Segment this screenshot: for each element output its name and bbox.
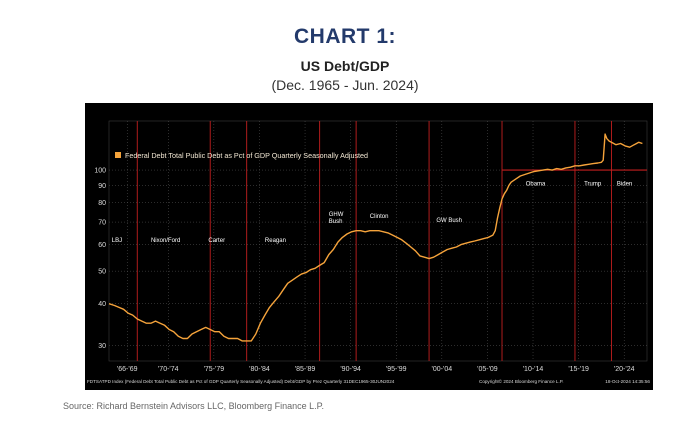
x-tick-label: '20-'24 <box>614 366 635 373</box>
term-label: GW Bush <box>436 218 462 224</box>
term-label: Trump <box>584 181 602 187</box>
chart-title: CHART 1: <box>294 25 396 48</box>
y-tick-label: 90 <box>98 183 106 190</box>
term-label: Obama <box>526 181 546 187</box>
x-tick-label: '95-'99 <box>386 366 407 373</box>
x-tick-label: '70-'74 <box>158 366 179 373</box>
x-tick-label: '80-'84 <box>249 366 270 373</box>
chart-date-range: (Dec. 1965 - Jun. 2024) <box>271 77 419 93</box>
y-tick-label: 80 <box>98 200 106 207</box>
y-tick-label: 100 <box>94 168 106 175</box>
term-label: Nixon/Ford <box>151 238 180 244</box>
y-tick-label: 70 <box>98 220 106 227</box>
term-label: Clinton <box>370 214 389 220</box>
x-tick-label: '66-'69 <box>117 366 138 373</box>
y-tick-label: 30 <box>98 343 106 350</box>
legend-swatch <box>115 152 121 158</box>
x-tick-label: '05-'09 <box>477 366 498 373</box>
chart-panel: 30 40 50 60 70 80 90 100 '66-'69 '70-'74 '75-'79 '… <box>85 103 653 390</box>
x-tick-label: '15-'19 <box>568 366 589 373</box>
y-tick-label: 40 <box>98 301 106 308</box>
x-tick-label: '75-'79 <box>204 366 225 373</box>
footer-timestamp: 18-Oct-2024 14:35:56 <box>605 379 650 384</box>
y-tick-label: 60 <box>98 242 106 249</box>
term-label: Biden <box>617 181 632 187</box>
debt-gdp-chart: 30 40 50 60 70 80 90 100 '66-'69 '70-'74 '75-'79 '… <box>87 120 650 384</box>
x-tick-label: '10-'14 <box>523 366 544 373</box>
footer-index-note: FDTSATPD Index (Federal Debt Total Publi… <box>87 379 395 384</box>
debt-gdp-line <box>108 133 643 342</box>
chart-subtitle: US Debt/GDP <box>300 58 390 74</box>
footer-copyright: Copyright© 2024 Bloomberg Finance L.P. <box>479 378 564 384</box>
term-label: GHW Bush <box>329 212 344 225</box>
y-tick-label: 50 <box>98 269 106 276</box>
term-label: LBJ <box>112 238 122 244</box>
legend-label: Federal Debt Total Public Debt as Pct of… <box>125 151 368 160</box>
term-label: Carter <box>208 238 225 244</box>
source-note: Source: Richard Bernstein Advisors LLC, … <box>63 401 324 411</box>
plot-area <box>108 120 648 362</box>
term-label: Reagan <box>265 238 286 244</box>
x-tick-label: '90-'94 <box>340 366 361 373</box>
x-tick-label: '85-'89 <box>295 366 316 373</box>
x-tick-label: '00-'04 <box>432 366 453 373</box>
